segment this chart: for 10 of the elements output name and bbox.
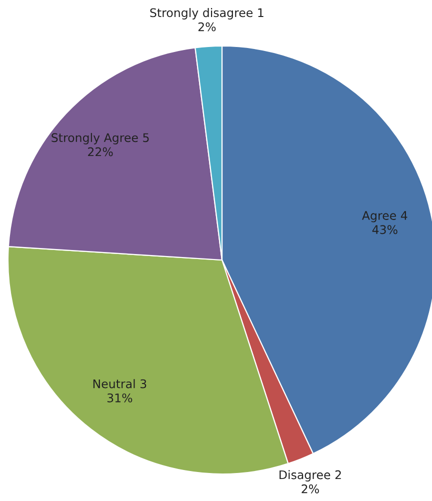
slice-label: Strongly Agree 5 xyxy=(52,132,149,144)
data-label: 43% xyxy=(372,225,398,234)
data-label: 2% xyxy=(302,484,319,494)
data-label: 2% xyxy=(198,22,216,32)
data-label: 31% xyxy=(107,393,132,402)
data-label: 22% xyxy=(88,147,113,156)
slice-label: Disagree 2 xyxy=(280,470,341,482)
slice-label: Neutral 3 xyxy=(93,379,146,388)
slice-label: Agree 4 xyxy=(362,211,408,222)
slice-label: Strongly disagree 1 xyxy=(150,8,264,20)
